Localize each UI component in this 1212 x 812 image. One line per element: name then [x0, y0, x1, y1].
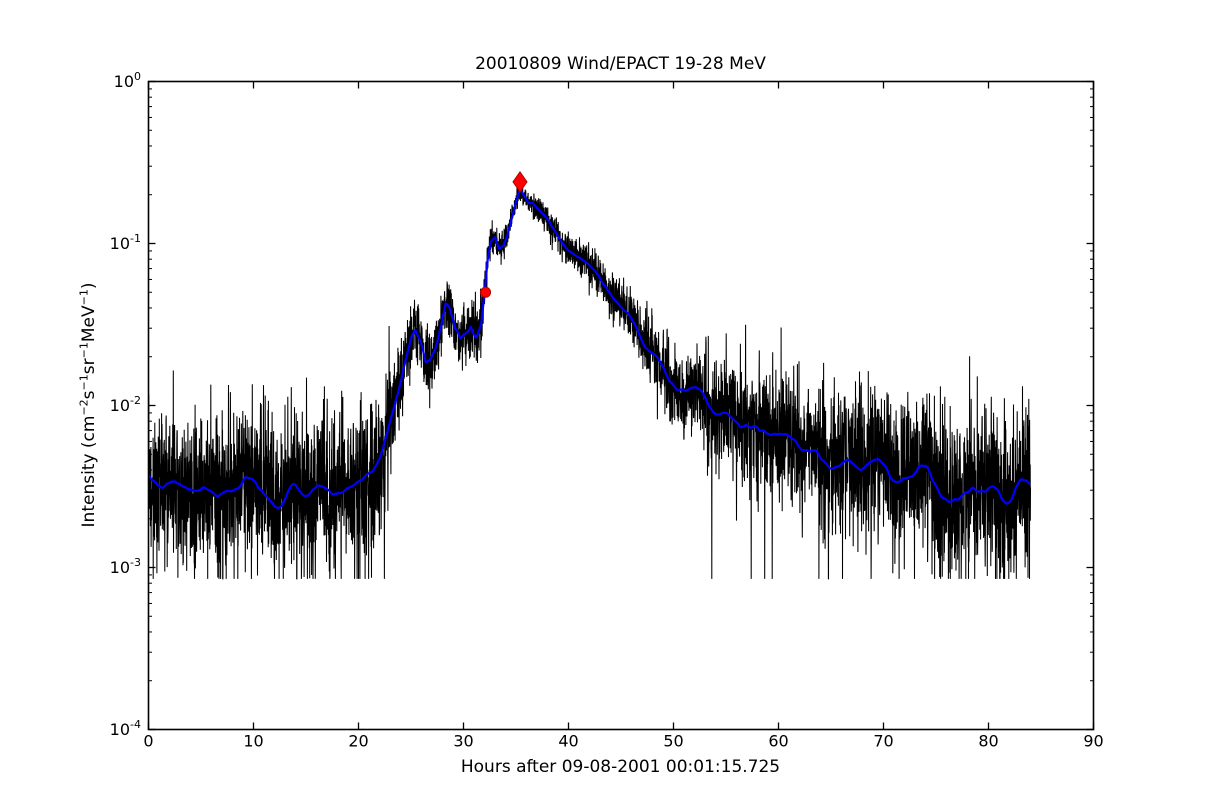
y-tick-label: 10-2	[110, 394, 141, 415]
x-tick-label: 40	[558, 732, 578, 751]
ylabel-text: sr	[79, 358, 99, 375]
ylabel-superscript: −1	[77, 342, 91, 359]
ylabel-superscript: −1	[77, 374, 91, 391]
x-tick-label: 90	[1083, 732, 1103, 751]
onset-marker	[480, 286, 492, 298]
x-tick-label: 20	[348, 732, 368, 751]
ylabel-text: Intensity (cm	[79, 415, 99, 528]
x-tick-label: 10	[243, 732, 263, 751]
data-layer	[149, 179, 1032, 580]
y-tick-label: 10-4	[110, 718, 141, 739]
ylabel-text: MeV	[79, 305, 99, 343]
x-tick-label: 50	[663, 732, 683, 751]
y-axis-label: Intensity (cm−2s−1sr−1MeV−1)	[77, 205, 100, 605]
y-tick-label: 10-3	[110, 556, 141, 577]
ylabel-superscript: −2	[77, 399, 91, 416]
ylabel-superscript: −1	[77, 289, 91, 306]
x-axis-label: Hours after 09-08-2001 00:01:15.725	[460, 757, 781, 777]
plot-title: 20010809 Wind/EPACT 19-28 MeV	[475, 54, 766, 74]
axes-frame	[147, 80, 1095, 731]
x-tick-label: 80	[978, 732, 998, 751]
x-tick-label: 70	[873, 732, 893, 751]
smoothed-intensity-trace	[149, 188, 1031, 509]
y-tick-label: 100	[114, 70, 141, 91]
ylabel-text: )	[79, 282, 99, 290]
x-tick-label: 60	[768, 732, 788, 751]
peak-marker	[512, 171, 528, 193]
x-tick-label: 30	[453, 732, 473, 751]
x-tick-label: 0	[143, 732, 153, 751]
raw-intensity-trace	[149, 179, 1032, 580]
y-tick-label: 10-1	[110, 232, 141, 253]
ylabel-text: s	[79, 390, 99, 400]
